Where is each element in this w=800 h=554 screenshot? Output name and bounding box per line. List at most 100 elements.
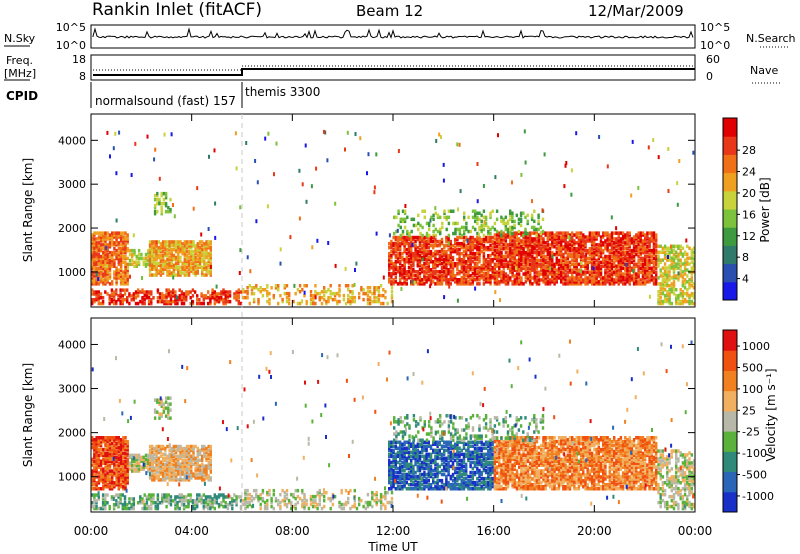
range-cell [144,461,148,465]
range-cell [451,278,455,282]
sky-panel-frame [90,24,696,49]
range-cell [211,288,214,292]
range-cell [108,457,112,462]
range-cell [183,462,186,466]
range-cell [551,274,554,278]
range-cell [108,473,112,477]
range-cell [650,248,653,253]
range-cell [162,197,166,202]
range-cell [467,215,470,220]
range-cell [637,248,640,253]
range-cell [355,261,358,266]
range-cell [412,243,415,248]
range-cell [434,211,437,215]
range-cell [615,272,618,276]
range-cell [298,216,301,221]
range-cell [602,276,605,280]
range-cell [117,438,120,442]
range-cell [661,250,665,254]
range-cell [515,250,519,255]
range-cell [474,219,477,224]
range-cell [108,245,112,249]
range-cell [500,272,503,276]
range-cell [648,270,651,274]
range-cell [584,245,587,249]
range-cell [207,257,210,262]
range-cell [333,297,337,302]
range-cell [518,248,521,253]
freq-left-tick-bottom: 8 [79,70,86,83]
range-cell [153,242,156,246]
range-cell [535,260,539,265]
range-cell [577,272,581,276]
colorbar-frame [722,117,738,301]
range-cell [597,274,600,278]
range-cell [113,445,116,450]
range-cell [641,258,645,263]
range-cell [327,288,330,292]
range-cell [285,284,289,288]
range-cell [425,249,428,254]
range-cell [487,235,490,240]
range-cell [666,248,669,252]
range-cell [460,276,463,280]
range-cell [476,257,479,262]
range-cell [180,298,184,302]
range-cell [573,243,576,247]
range-cell [93,441,96,446]
range-cell [562,268,565,272]
range-cell [122,465,125,469]
colorbar-tick-label: 28 [742,144,756,157]
range-cell [590,239,594,243]
range-cell [619,268,623,272]
range-cell [104,459,107,463]
range-cell [504,245,508,249]
range-cell [122,441,125,446]
range-cell [447,215,451,220]
range-cell [542,262,545,267]
range-cell [641,278,645,282]
range-cell [172,240,176,244]
range-cell [246,255,249,260]
range-cell [126,282,129,286]
range-cell [648,280,651,284]
range-cell [147,459,150,463]
range-cell [677,258,680,262]
range-cell [203,246,206,250]
range-cell [124,250,127,255]
range-cell [172,263,176,267]
range-cell [443,295,446,300]
range-cell [248,284,251,288]
range-cell [535,231,539,235]
range-cell [652,250,656,255]
range-cell [604,270,607,274]
range-cell [122,282,125,286]
range-cell [571,237,574,241]
range-cell [619,252,623,257]
range-cell [205,265,208,269]
range-cell [108,453,112,458]
range-cell [156,288,160,292]
range-cell [462,243,466,248]
range-cell [401,231,405,236]
range-cell [473,251,477,256]
range-cell [462,272,466,276]
range-cell [407,237,411,242]
range-cell [196,259,199,264]
range-cell [478,257,481,262]
range-cell [637,250,640,255]
range-cell [164,203,168,208]
range-cell [97,294,100,298]
range-cell [172,292,175,296]
range-cell [185,246,189,250]
range-cell [484,257,488,262]
range-cell [117,274,120,278]
range-cell [644,250,647,255]
range-cell [663,274,667,278]
range-cell [560,266,563,270]
range-cell [635,276,638,280]
range-cell [183,452,186,457]
range-cell [573,258,576,263]
range-cell [177,265,180,269]
range-cell [151,464,154,468]
